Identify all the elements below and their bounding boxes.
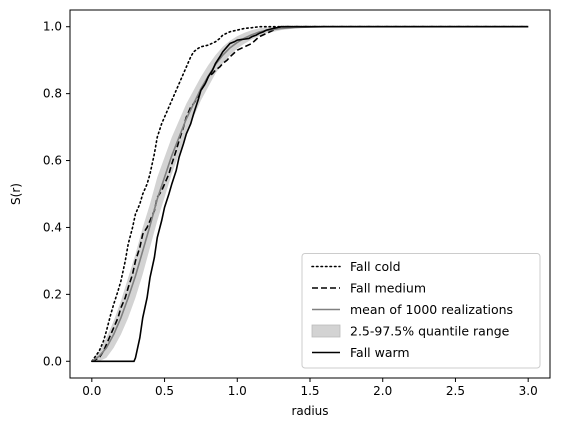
series-line-fall-medium <box>91 25 529 362</box>
x-axis-label: radius <box>291 404 328 418</box>
x-tick-label: 3.0 <box>519 384 538 398</box>
y-tick-label: 0.2 <box>43 287 62 301</box>
x-tick-label: 2.0 <box>373 384 392 398</box>
series-line-mean-of-1000-realizations <box>91 25 529 362</box>
series-layer <box>91 25 529 363</box>
y-tick-label: 0.0 <box>43 354 62 368</box>
legend: Fall cold Fall medium mean of 1000 realiza… <box>301 253 541 369</box>
x-tick-label: 2.5 <box>446 384 465 398</box>
x-tick-label: 1.5 <box>300 384 319 398</box>
y-tick-label: 0.6 <box>43 154 62 168</box>
legend-handle-2-5-97-5-quantile-range <box>311 324 341 338</box>
x-tick-label: 0.5 <box>155 384 174 398</box>
x-tick-label: 1.0 <box>228 384 247 398</box>
legend-label-fall-medium: Fall medium <box>350 281 426 296</box>
legend-label-fall-warm: Fall warm <box>350 345 410 360</box>
y-tick-label: 1.0 <box>43 20 62 34</box>
legend-label-fall-cold: Fall cold <box>350 259 401 274</box>
y-axis-label: S(r) <box>9 183 23 205</box>
legend-label-2-5-97-5-quantile-range: 2.5-97.5% quantile range <box>350 324 510 339</box>
series-line-fall-cold <box>91 25 529 363</box>
y-tick-label: 0.8 <box>43 87 62 101</box>
legend-label-mean-of-1000-realizations: mean of 1000 realizations <box>350 302 513 317</box>
x-axis-ticks: 0.0 0.5 1.0 1.5 2.0 2.5 3.0 <box>82 378 538 398</box>
x-tick-label: 0.0 <box>82 384 101 398</box>
series-line-fall-warm <box>91 25 529 363</box>
y-tick-label: 0.4 <box>43 220 62 234</box>
y-axis-ticks: 0.0 0.2 0.4 0.6 0.8 1.0 <box>43 20 70 368</box>
legend-box <box>301 253 541 369</box>
